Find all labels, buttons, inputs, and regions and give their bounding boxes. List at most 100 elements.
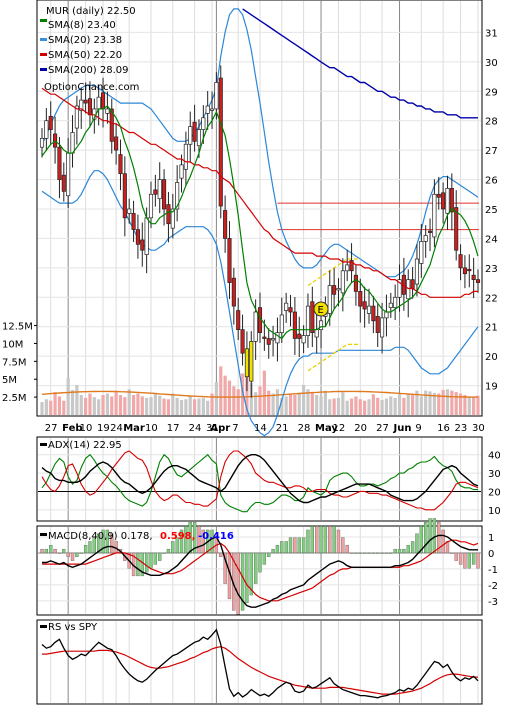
candle-body [53, 133, 58, 148]
volume-bar [275, 389, 280, 415]
macd-tick-label: 0 [488, 549, 494, 560]
candle-body [271, 338, 276, 341]
volume-average-line [41, 390, 478, 398]
macd-histogram-bar [97, 533, 101, 554]
candle-body [358, 291, 363, 307]
adx-tick-label: 40 [488, 451, 501, 462]
volume-bar [227, 380, 232, 415]
candle-body [380, 317, 385, 338]
macd-tick-label: -2 [488, 581, 498, 592]
macd-histogram-bar [236, 552, 240, 615]
volume-bar [424, 390, 428, 415]
macd-line [42, 534, 478, 608]
candle-body [205, 105, 210, 114]
price-title: MUR (daily) 22.50 [46, 6, 136, 17]
volume-bar [323, 390, 327, 415]
price-tick-label: 19 [485, 382, 498, 393]
volume-bar [219, 366, 223, 415]
x-tick-label: 10 [80, 423, 93, 434]
volume-bar [249, 382, 253, 415]
candle-body [449, 188, 454, 213]
volume-bar [445, 389, 450, 415]
candle-body [118, 154, 123, 175]
candle-body [314, 329, 319, 338]
rs-line [41, 628, 479, 699]
price-tick-label: 30 [485, 58, 498, 69]
macd-histogram-bar [166, 548, 171, 554]
macd-histogram-bar [188, 522, 192, 554]
price-tick-label: 27 [485, 146, 498, 157]
macd-histogram-bar [136, 552, 140, 577]
volume-bar [450, 390, 454, 415]
macd-histogram-bar [53, 548, 57, 554]
volume-bar [454, 392, 458, 415]
macd-histogram-bar [306, 529, 310, 554]
volume-bar [66, 377, 70, 415]
price-tick-label: 20 [485, 352, 498, 363]
sma8-line [41, 105, 479, 340]
macd-histogram-bar [258, 552, 262, 573]
macd-histogram-bar [44, 548, 49, 554]
x-tick-label: 16 [437, 423, 450, 434]
volume-bar [79, 394, 83, 415]
macd-legend: MACD(8,40,9) 0.178, 0.598, -0.416 [40, 531, 234, 542]
macd-histogram-bar [354, 552, 358, 554]
x-tick-label: Feb [62, 423, 82, 434]
adx-tick-label: 30 [488, 469, 501, 480]
adx-legend: ADX(14) 22.95 [40, 440, 122, 451]
volume-bar [336, 397, 341, 415]
volume-bar [441, 389, 445, 415]
x-tick-label: 20 [354, 423, 367, 434]
candle-body [336, 288, 341, 291]
candle-body [432, 193, 437, 238]
volume-bar [393, 397, 397, 415]
candle-body [310, 301, 315, 333]
volume-bar [197, 398, 201, 415]
macd-histogram-bar [271, 548, 275, 554]
candle-body [375, 316, 380, 333]
macd-histogram-bar [280, 541, 284, 554]
candle-body [148, 193, 154, 219]
adx-tick-label: 10 [488, 506, 501, 517]
volume-bar [397, 394, 402, 415]
legend-sma20: SMA(20) 23.38 [48, 35, 122, 46]
macd-histogram-bar [437, 522, 441, 554]
candle-body [188, 126, 193, 145]
volume-bar [158, 395, 162, 415]
macd-histogram-bar [267, 552, 271, 557]
x-tick-label: 24 [110, 423, 123, 434]
volume-bar [179, 399, 184, 415]
x-tick-label: 9 [415, 423, 421, 434]
volume-bar [162, 398, 166, 415]
volume-bar [97, 399, 101, 415]
macd-histogram-bar [179, 529, 184, 554]
candle-body [192, 121, 197, 142]
macd-histogram-bar [140, 552, 144, 577]
volume-bar [380, 399, 384, 415]
volume-bar [44, 399, 48, 415]
macd-histogram-bar [223, 552, 227, 584]
candle-body [153, 189, 158, 195]
candle-body [397, 279, 402, 298]
candle-body [340, 270, 345, 294]
macd-histogram-bar [293, 537, 297, 554]
volume-bar [411, 394, 415, 415]
volume-bar [232, 386, 236, 415]
volume-bar [376, 397, 380, 415]
macd-histogram-bar [153, 552, 158, 565]
macd-histogram-bar [201, 529, 205, 554]
volume-bar [389, 396, 393, 415]
macd-histogram-bar [476, 552, 480, 569]
volume-bar [118, 394, 123, 415]
candle-body [201, 117, 206, 130]
candle-body [388, 302, 393, 308]
macd-histogram-bar [406, 545, 410, 554]
macd-histogram-bar [197, 525, 201, 554]
x-tick-label: Apr [210, 423, 230, 434]
candle-body [74, 105, 79, 129]
volume-bar [153, 394, 157, 415]
volume-bar [262, 370, 266, 415]
macd-hist-value: -0.416 [198, 531, 234, 542]
macd-signal-line [42, 539, 479, 602]
candle-body [223, 210, 228, 239]
